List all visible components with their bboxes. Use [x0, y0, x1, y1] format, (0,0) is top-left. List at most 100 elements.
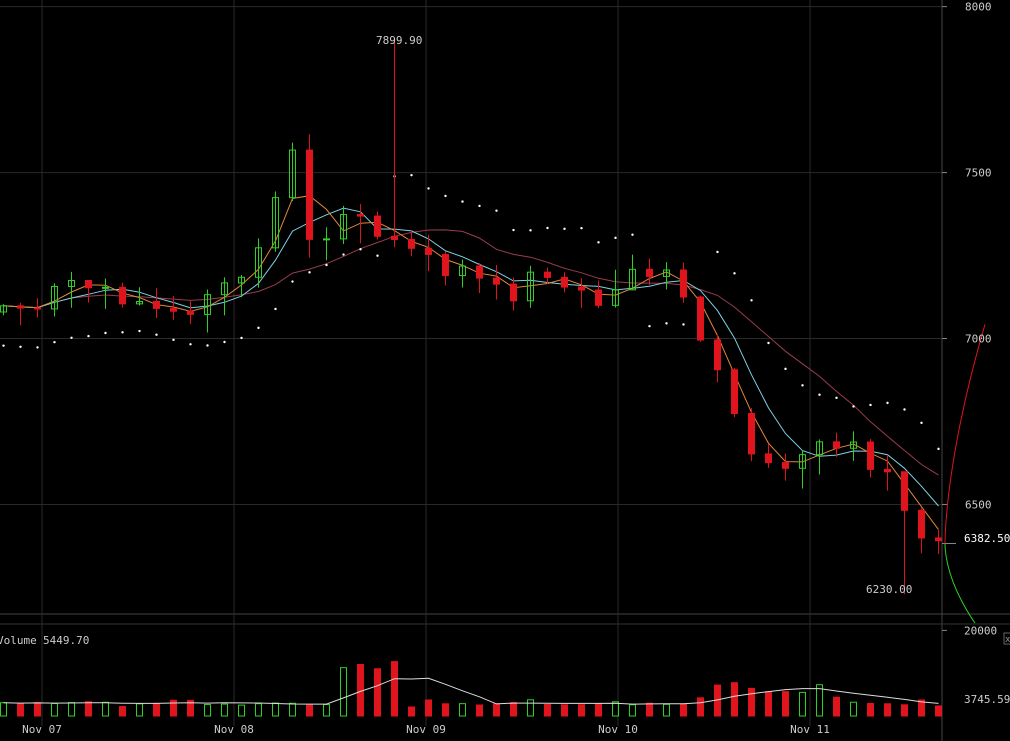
volume-bar	[884, 703, 891, 717]
axis-labels: 8000 7500 7000 6500 20000 Nov 07 Nov 08 Nov 09 N…	[22, 1, 997, 736]
candle-body	[612, 289, 619, 306]
price-tick-label: 8000	[965, 1, 992, 14]
candle-body	[0, 305, 7, 313]
sar-dot	[801, 384, 804, 387]
sar-dot	[36, 346, 39, 349]
volume-current-value: 5449.70	[43, 634, 89, 647]
candle-body	[748, 412, 755, 455]
sar-dot	[529, 229, 532, 232]
volume-title: Volume	[0, 634, 37, 647]
sar-dot	[784, 367, 787, 371]
candle-body	[102, 286, 109, 289]
volume-bar	[612, 701, 619, 717]
candle-body	[85, 279, 92, 289]
candle-body	[289, 149, 296, 199]
volume-bar	[697, 697, 704, 717]
volume-close-icon[interactable]: x	[1003, 632, 1010, 645]
candle-body	[425, 247, 432, 255]
volume-bar	[238, 704, 245, 717]
sar-dot	[206, 344, 209, 347]
candle-body	[646, 268, 653, 277]
volume-bar	[901, 704, 908, 717]
candle-body	[714, 339, 721, 371]
volume-bar	[731, 682, 738, 717]
volume-bar	[646, 702, 653, 717]
candle-body	[238, 276, 245, 284]
volume-bar	[289, 702, 296, 717]
candle-body	[153, 300, 160, 309]
volume-bar	[306, 704, 313, 717]
volume-bar	[425, 699, 432, 717]
price-tick-label: 6500	[965, 498, 992, 511]
volume-bar	[629, 704, 636, 717]
sar-dot	[648, 324, 651, 328]
candle-body	[544, 271, 551, 278]
sar-dot	[240, 336, 243, 340]
price-tick-label: 7000	[965, 333, 992, 346]
volume-bar	[476, 704, 483, 717]
sar-dot	[2, 344, 5, 347]
volume-bar	[17, 702, 24, 717]
candle-body	[765, 453, 772, 464]
candle-body	[578, 286, 585, 291]
sar-dot	[104, 331, 107, 335]
sar-dot	[920, 421, 923, 425]
candle-body	[510, 283, 517, 302]
sar-dot	[461, 200, 464, 203]
volume-bar	[204, 704, 211, 717]
sar-dot	[563, 227, 566, 231]
sar-dot	[223, 340, 226, 344]
depth-bid-line	[944, 324, 986, 544]
last-price-label: 6382.50	[964, 532, 1010, 545]
candle-body	[459, 265, 466, 277]
volume-bar	[833, 696, 840, 717]
ma-mid-line	[3, 207, 939, 507]
candle-body	[187, 310, 194, 315]
volume-bar	[85, 701, 92, 717]
candle-body	[357, 214, 364, 217]
svg-text:x: x	[1005, 635, 1010, 645]
volume-bars	[0, 661, 942, 717]
sar-dot	[495, 209, 498, 212]
candle-body	[629, 268, 636, 291]
volume-bar	[595, 703, 602, 717]
volume-bar	[850, 701, 857, 717]
candle-body	[799, 454, 806, 469]
volume-bar	[153, 702, 160, 717]
volume-bar	[782, 691, 789, 717]
sar-dot	[427, 187, 430, 190]
volume-bar	[544, 703, 551, 717]
last-price-marker: 6382.50	[962, 530, 1010, 546]
sar-dot	[852, 405, 855, 408]
sar-dot	[121, 331, 124, 334]
volume-bar	[340, 667, 347, 717]
sar-dot	[580, 226, 583, 230]
candle-body	[595, 289, 602, 306]
sar-dot	[886, 401, 889, 405]
candle-body	[476, 265, 483, 279]
sar-dot	[376, 254, 379, 257]
sar-dot	[733, 272, 736, 275]
candle-body	[697, 296, 704, 341]
candle-body	[833, 441, 840, 449]
volume-bar	[578, 704, 585, 717]
candle-body	[68, 279, 75, 287]
candle-body	[306, 149, 313, 240]
volume-bar	[918, 699, 925, 717]
sar-dot	[478, 204, 481, 208]
time-tick-label: Nov 08	[214, 723, 254, 736]
sar-dot	[869, 403, 872, 407]
candle-body	[170, 307, 177, 312]
time-tick-label: Nov 10	[598, 723, 638, 736]
volume-tick-label: 20000	[964, 624, 997, 637]
volume-bar	[221, 703, 228, 717]
sar-dot	[546, 226, 549, 230]
depth-ask-line	[944, 543, 976, 624]
sar-dot	[614, 236, 617, 240]
volume-bar	[442, 703, 449, 717]
sar-dot	[342, 253, 345, 256]
candle-body	[340, 214, 347, 240]
sar-dot	[274, 307, 277, 311]
candle-body	[867, 441, 874, 470]
